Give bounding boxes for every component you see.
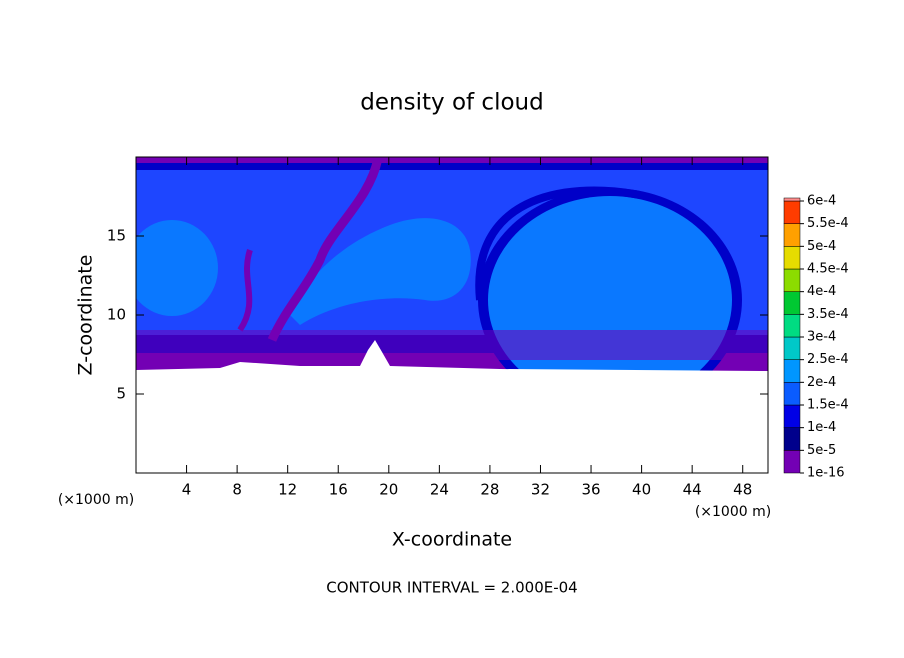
colorbar-band [783, 450, 801, 474]
y-tick-label: 15 [107, 227, 126, 245]
colorbar-band [783, 246, 801, 270]
colorbar-label: 5.5e-4 [807, 216, 849, 231]
colorbar-band [783, 336, 801, 360]
field-region [475, 186, 641, 301]
colorbar-label: 4e-4 [807, 284, 836, 299]
field-region [267, 157, 383, 342]
colorbar-label: 6e-4 [807, 194, 836, 209]
x-tick-label: 32 [531, 481, 550, 499]
contour-field [136, 157, 768, 473]
footnote: CONTOUR INTERVAL = 2.000E-04 [326, 579, 577, 597]
x-tick-label: 48 [733, 481, 752, 499]
colorbar-band [783, 404, 801, 428]
colorbar-band [783, 268, 801, 292]
x-tick-label: 44 [683, 481, 702, 499]
field-region [136, 220, 218, 316]
x-tick-label: 12 [278, 481, 297, 499]
x-tick-label: 4 [182, 481, 192, 499]
colorbar-label: 5e-4 [807, 239, 836, 254]
colorbar-label: 1e-4 [807, 420, 836, 435]
colorbar-label: 3.5e-4 [807, 307, 849, 322]
field-region [136, 330, 768, 360]
terrain [136, 340, 768, 473]
colorbar-band [783, 427, 801, 451]
colorbar-band [783, 223, 801, 247]
y-tick-label: 10 [107, 306, 126, 324]
x-unit-label: (×1000 m) [58, 492, 134, 508]
x-tick-label: 16 [329, 481, 348, 499]
field-region [237, 249, 253, 332]
field-region [290, 218, 471, 325]
colorbar-band [783, 200, 801, 224]
y-axis-label: Z-coordinate [75, 255, 97, 376]
x-tick-label: 28 [480, 481, 499, 499]
colorbar-label: 2e-4 [807, 375, 836, 390]
x-tick-label: 40 [632, 481, 651, 499]
colorbar-label: 4.5e-4 [807, 262, 849, 277]
x-axis-label: X-coordinate [392, 529, 512, 551]
colorbar-band [783, 197, 801, 202]
colorbar-band [783, 314, 801, 338]
colorbar-band [783, 359, 801, 383]
colorbar-label: 1e-16 [807, 466, 845, 481]
y-tick-label: 5 [116, 385, 126, 403]
x-tick-label: 8 [232, 481, 242, 499]
colorbar-band [783, 291, 801, 315]
colorbar-label: 5e-5 [807, 443, 836, 458]
x-tick-label: 24 [430, 481, 449, 499]
x-tick-label: 36 [581, 481, 600, 499]
x-unit-label: (×1000 m) [695, 504, 771, 520]
x-tick-label: 20 [379, 481, 398, 499]
colorbar-label: 1.5e-4 [807, 398, 849, 413]
chart-title: density of cloud [360, 90, 543, 116]
colorbar-label: 2.5e-4 [807, 352, 849, 367]
colorbar-label: 3e-4 [807, 330, 836, 345]
colorbar-band [783, 382, 801, 406]
